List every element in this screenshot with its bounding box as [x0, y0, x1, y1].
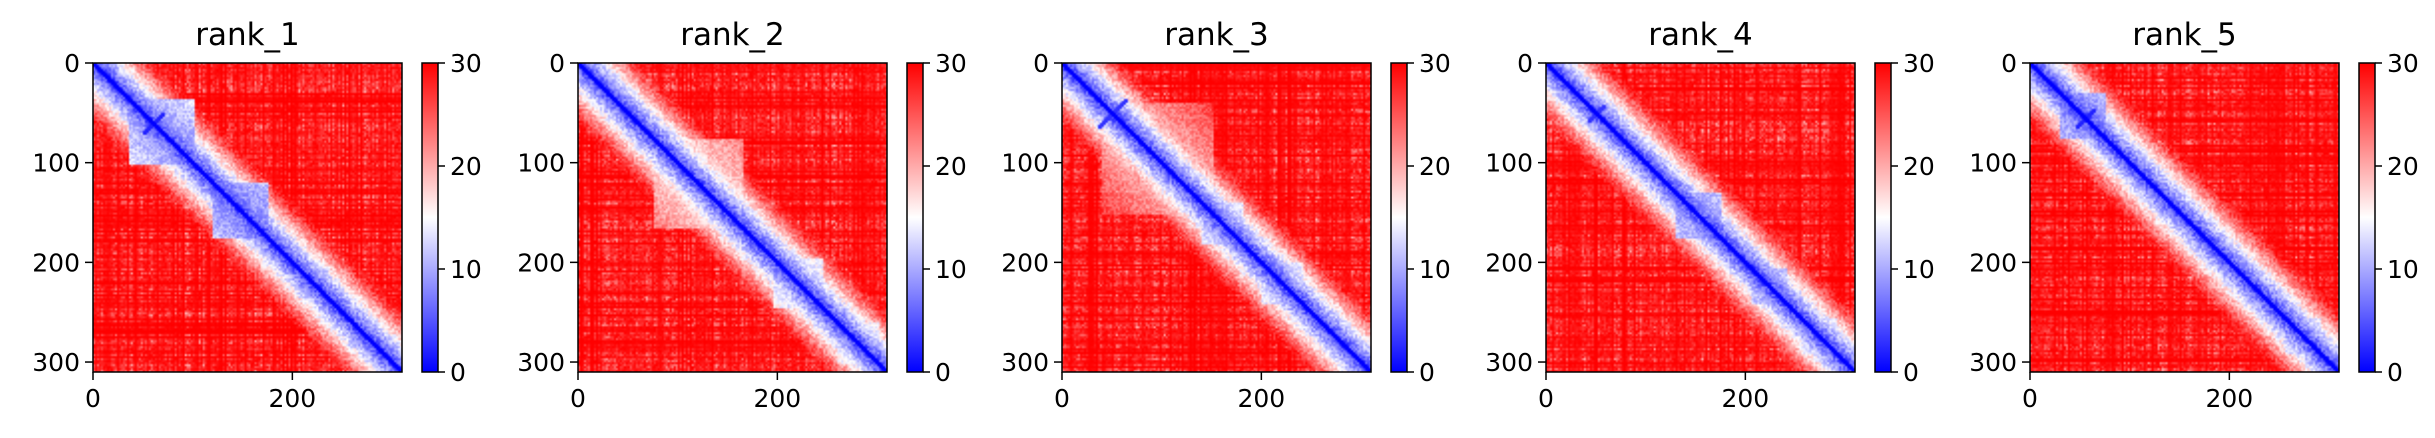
colorbar-tick-label: 0	[1903, 358, 1919, 387]
axes-frame	[2029, 62, 2340, 373]
chart-title: rank_2	[680, 17, 785, 53]
y-tick-label: 300	[1969, 348, 2017, 377]
colorbar-tick-label: 20	[1419, 152, 1451, 181]
x-tick-label: 200	[1721, 384, 1769, 413]
colorbar-tick-label: 10	[450, 255, 482, 284]
colorbar-tick-label: 0	[450, 358, 466, 387]
colorbar	[1390, 62, 1408, 373]
y-tick-label: 0	[549, 49, 565, 78]
colorbar-tick-label: 10	[2387, 255, 2419, 284]
colorbar-tick-label: 30	[450, 49, 482, 78]
heatmap-image	[1546, 63, 1855, 372]
y-tick-label: 200	[1485, 248, 1533, 277]
colorbar-tick-label: 20	[935, 152, 967, 181]
y-tick-label: 100	[1485, 149, 1533, 178]
colorbar-tick-label: 20	[450, 152, 482, 181]
x-tick-label: 0	[85, 384, 101, 413]
colorbar-tick-label: 0	[2387, 358, 2403, 387]
chart-title: rank_1	[195, 17, 300, 53]
colorbar-tick-label: 10	[1903, 255, 1935, 284]
colorbar-tick-label: 30	[935, 49, 967, 78]
axes-frame	[577, 62, 888, 373]
x-tick-label: 200	[753, 384, 801, 413]
y-tick-label: 0	[1517, 49, 1533, 78]
x-tick-label: 0	[2022, 384, 2038, 413]
x-tick-label: 0	[1538, 384, 1554, 413]
x-tick-label: 200	[2205, 384, 2253, 413]
y-tick-label: 100	[32, 149, 80, 178]
chart-title: rank_5	[2132, 17, 2237, 53]
y-tick-label: 200	[1001, 248, 1049, 277]
chart-title: rank_3	[1164, 17, 1269, 53]
y-tick-label: 0	[64, 49, 80, 78]
colorbar-tick-label: 0	[1419, 358, 1435, 387]
colorbar-tick-label: 10	[1419, 255, 1451, 284]
y-tick-label: 0	[1033, 49, 1049, 78]
colorbar	[1874, 62, 1892, 373]
heatmap-image	[1062, 63, 1371, 372]
y-tick-label: 200	[1969, 248, 2017, 277]
x-tick-label: 0	[1054, 384, 1070, 413]
y-tick-label: 200	[517, 248, 565, 277]
heatmap-image	[578, 63, 887, 372]
heatmap-image	[93, 63, 402, 372]
x-tick-label: 200	[1237, 384, 1285, 413]
colorbar-tick-label: 30	[1419, 49, 1451, 78]
heatmap-image	[2030, 63, 2339, 372]
y-tick-label: 300	[1001, 348, 1049, 377]
y-tick-label: 100	[1969, 149, 2017, 178]
chart-title: rank_4	[1648, 17, 1753, 53]
y-tick-label: 100	[517, 149, 565, 178]
colorbar	[2358, 62, 2376, 373]
y-tick-label: 200	[32, 248, 80, 277]
axes-frame	[92, 62, 403, 373]
axes-frame	[1061, 62, 1372, 373]
y-tick-label: 300	[1485, 348, 1533, 377]
x-tick-label: 200	[268, 384, 316, 413]
colorbar	[906, 62, 924, 373]
colorbar-tick-label: 20	[1903, 152, 1935, 181]
colorbar-tick-label: 30	[2387, 49, 2419, 78]
y-tick-label: 300	[32, 348, 80, 377]
colorbar	[421, 62, 439, 373]
y-tick-label: 100	[1001, 149, 1049, 178]
colorbar-tick-label: 10	[935, 255, 967, 284]
y-tick-label: 300	[517, 348, 565, 377]
colorbar-tick-label: 30	[1903, 49, 1935, 78]
y-tick-label: 0	[2001, 49, 2017, 78]
colorbar-tick-label: 0	[935, 358, 951, 387]
axes-frame	[1545, 62, 1856, 373]
x-tick-label: 0	[570, 384, 586, 413]
colorbar-tick-label: 20	[2387, 152, 2419, 181]
